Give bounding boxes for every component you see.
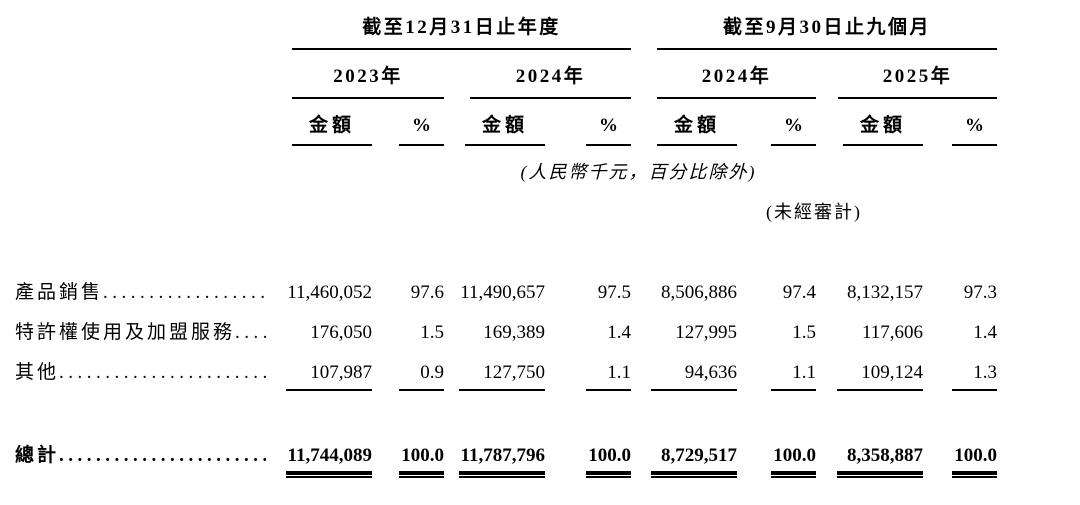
percent-header: % bbox=[737, 99, 817, 146]
unaudited-note: (未經審計) bbox=[766, 202, 863, 222]
units-note-row: (人民幣千元，百分比除外) bbox=[15, 146, 997, 184]
leader-dots: ........................................… bbox=[103, 282, 266, 303]
year-header-2024-nine-months: 2024年 bbox=[631, 50, 817, 99]
amount-value: 176,050 bbox=[310, 322, 372, 343]
percent-value: 1.5 bbox=[420, 322, 444, 343]
amount-header: 金額 bbox=[816, 99, 924, 146]
table-row-product-sales: 產品銷售....................................… bbox=[15, 278, 997, 304]
percent-header: % bbox=[923, 99, 998, 146]
amount-header: 金額 bbox=[631, 99, 738, 146]
total-amount-value: 8,729,517 bbox=[651, 445, 738, 478]
amount-header: 金額 bbox=[444, 99, 545, 146]
row-label: 其他 bbox=[15, 362, 60, 383]
total-percent-value: 100.0 bbox=[399, 445, 444, 478]
amount-value: 117,606 bbox=[861, 322, 924, 343]
year-header-2024-annual: 2024年 bbox=[444, 50, 632, 99]
amount-value: 127,750 bbox=[459, 362, 545, 391]
revenue-breakdown-table: 截至12月31日止年度 截至9月30日止九個月 2023年 2024年 2024… bbox=[15, 16, 998, 478]
amount-value: 169,389 bbox=[483, 322, 545, 343]
percent-value: 1.3 bbox=[952, 362, 998, 391]
percent-value: 1.1 bbox=[586, 362, 632, 391]
spacer bbox=[15, 391, 997, 435]
year-header-row: 2023年 2024年 2024年 2025年 bbox=[15, 50, 998, 99]
amount-value: 94,636 bbox=[651, 362, 738, 391]
percent-header: % bbox=[372, 99, 444, 146]
amount-value: 109,124 bbox=[837, 362, 924, 391]
total-amount-value: 11,744,089 bbox=[286, 445, 372, 478]
total-label: 總計 bbox=[15, 445, 60, 466]
period-group-header-row: 截至12月31日止年度 截至9月30日止九個月 bbox=[15, 16, 998, 50]
year-header-2023: 2023年 bbox=[280, 50, 444, 99]
row-label-cell: 總計......................................… bbox=[15, 435, 280, 475]
subcolumn-header-row: 金額 % 金額 % 金額 % 金額 % bbox=[15, 99, 998, 146]
row-label-cell: 其他......................................… bbox=[15, 344, 280, 391]
period-group-annual-label: 截至12月31日止年度 bbox=[292, 16, 632, 50]
table-row-total: 總計......................................… bbox=[15, 435, 998, 478]
percent-value: 1.5 bbox=[792, 322, 817, 343]
leader-dots: ........................................… bbox=[59, 445, 266, 466]
unaudited-note-row: (未經審計) bbox=[15, 184, 997, 224]
total-amount-value: 11,787,796 bbox=[459, 445, 545, 478]
row-label: 特許權使用及加盟服務 bbox=[15, 322, 236, 343]
percent-value: 1.4 bbox=[973, 322, 998, 343]
percent-value: 1.4 bbox=[607, 322, 632, 343]
empty-corner-cell bbox=[15, 16, 280, 50]
total-percent-value: 100.0 bbox=[771, 445, 817, 478]
percent-value: 97.3 bbox=[963, 282, 998, 303]
percent-value: 0.9 bbox=[399, 362, 444, 391]
amount-value: 8,506,886 bbox=[661, 282, 738, 303]
row-label-cell: 產品銷售....................................… bbox=[15, 278, 280, 304]
amount-value: 107,987 bbox=[286, 362, 372, 391]
leader-dots: ........................................… bbox=[235, 322, 266, 343]
amount-value: 11,460,052 bbox=[287, 282, 372, 303]
amount-value: 8,132,157 bbox=[847, 282, 924, 303]
total-percent-value: 100.0 bbox=[586, 445, 632, 478]
amount-header: 金額 bbox=[280, 99, 372, 146]
table-row-others: 其他......................................… bbox=[15, 344, 998, 391]
row-label-cell: 特許權使用及加盟服務..............................… bbox=[15, 304, 280, 344]
percent-value: 97.5 bbox=[597, 282, 632, 303]
year-header-2025: 2025年 bbox=[816, 50, 998, 99]
percent-value: 1.1 bbox=[771, 362, 817, 391]
amount-value: 127,995 bbox=[675, 322, 738, 343]
total-percent-value: 100.0 bbox=[952, 445, 998, 478]
units-note: (人民幣千元，百分比除外) bbox=[520, 162, 757, 182]
period-group-nine-months: 截至9月30日止九個月 bbox=[631, 16, 998, 50]
row-label: 產品銷售 bbox=[15, 282, 104, 303]
percent-value: 97.4 bbox=[782, 282, 817, 303]
period-group-nine-months-label: 截至9月30日止九個月 bbox=[657, 16, 998, 50]
percent-header: % bbox=[545, 99, 632, 146]
spacer bbox=[15, 224, 997, 278]
table-row-royalty-franchise: 特許權使用及加盟服務..............................… bbox=[15, 304, 997, 344]
amount-value: 11,490,657 bbox=[460, 282, 545, 303]
period-group-annual: 截至12月31日止年度 bbox=[280, 16, 632, 50]
total-amount-value: 8,358,887 bbox=[837, 445, 924, 478]
leader-dots: ........................................… bbox=[59, 362, 266, 383]
percent-value: 97.6 bbox=[410, 282, 444, 303]
